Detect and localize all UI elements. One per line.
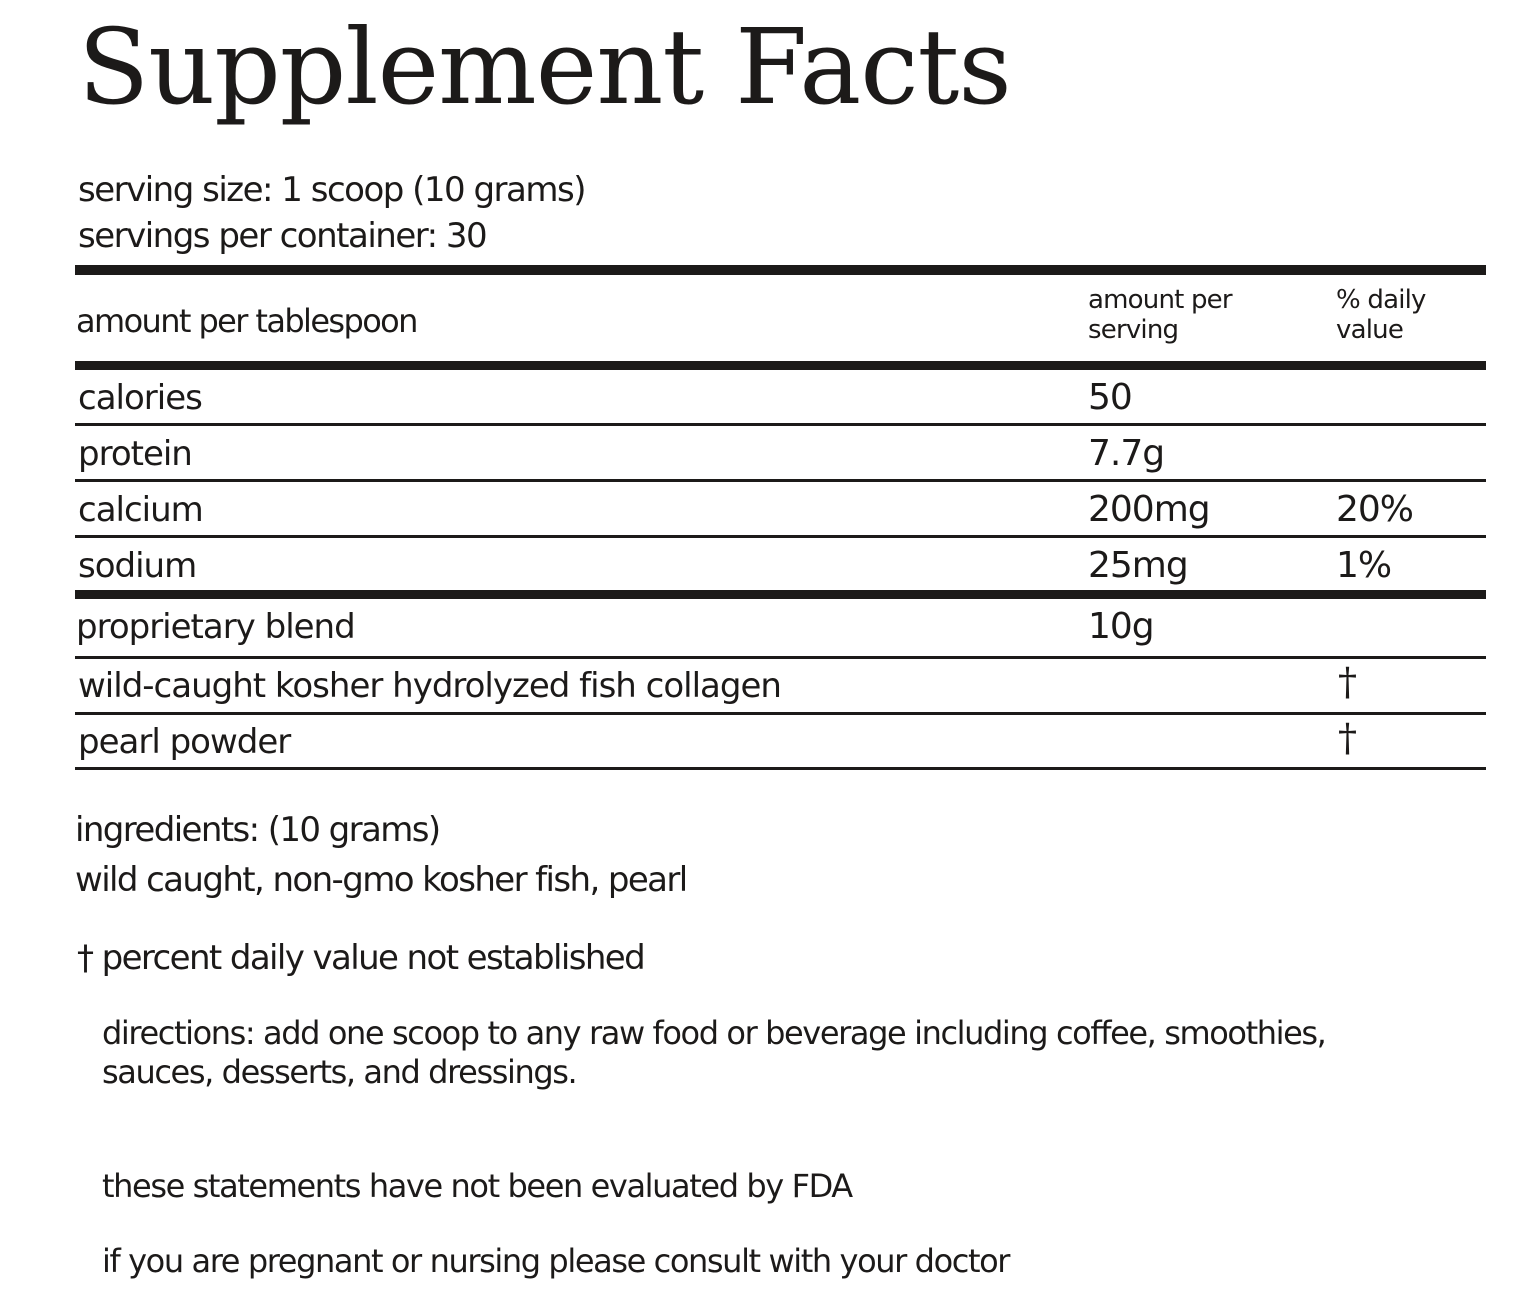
ingredients-list: wild caught, non-gmo kosher fish, pearl — [75, 860, 688, 900]
header-dv-line1: % daily — [1336, 285, 1426, 315]
serving-size: serving size: 1 scoop (10 grams) — [78, 170, 586, 210]
thin-divider — [75, 767, 1486, 770]
fda-statement: these statements have not been evaluated… — [102, 1167, 853, 1205]
directions-line1: directions: add one scoop to any raw foo… — [102, 1014, 1327, 1052]
nutrient-name: sodium — [78, 546, 197, 586]
nutrient-name: calcium — [78, 490, 204, 530]
blend-item-name: pearl powder — [78, 722, 291, 762]
pregnancy-warning: if you are pregnant or nursing please co… — [102, 1242, 1010, 1280]
nutrient-name: protein — [78, 434, 193, 474]
thin-divider — [75, 712, 1486, 715]
header-daily-value: % daily value — [1336, 285, 1426, 345]
servings-per-container: servings per container: 30 — [78, 216, 488, 256]
nutrient-dv: 20% — [1336, 489, 1414, 530]
nutrient-name: calories — [78, 378, 203, 418]
dagger-icon: † — [1338, 716, 1357, 760]
header-amount-line2: serving — [1088, 315, 1179, 345]
thin-divider — [75, 479, 1486, 482]
header-amount-per-tablespoon: amount per tablespoon — [76, 302, 418, 340]
blend-amount: 10g — [1088, 606, 1155, 647]
nutrient-dv: 1% — [1336, 545, 1392, 586]
header-amount-line1: amount per — [1088, 285, 1233, 315]
dagger-icon: † — [1338, 660, 1357, 704]
thick-divider — [75, 265, 1486, 275]
daily-value-note: † percent daily value not established — [77, 938, 646, 978]
header-amount-per-serving: amount per serving — [1088, 285, 1233, 345]
label-title: Supplement Facts — [78, 6, 1012, 128]
nutrient-amount: 200mg — [1088, 489, 1211, 530]
blend-name: proprietary blend — [76, 607, 356, 647]
blend-item-name: wild-caught kosher hydrolyzed fish colla… — [78, 666, 782, 706]
directions-line2: sauces, desserts, and dressings. — [102, 1053, 578, 1091]
ingredients-heading: ingredients: (10 grams) — [75, 810, 441, 850]
thin-divider — [75, 535, 1486, 538]
thick-divider — [75, 361, 1486, 370]
nutrient-amount: 50 — [1088, 377, 1133, 418]
nutrient-amount: 7.7g — [1088, 433, 1165, 474]
nutrient-amount: 25mg — [1088, 545, 1189, 586]
header-dv-line2: value — [1336, 315, 1404, 345]
thin-divider — [75, 656, 1486, 659]
thin-divider — [75, 423, 1486, 426]
thick-divider — [75, 590, 1486, 599]
